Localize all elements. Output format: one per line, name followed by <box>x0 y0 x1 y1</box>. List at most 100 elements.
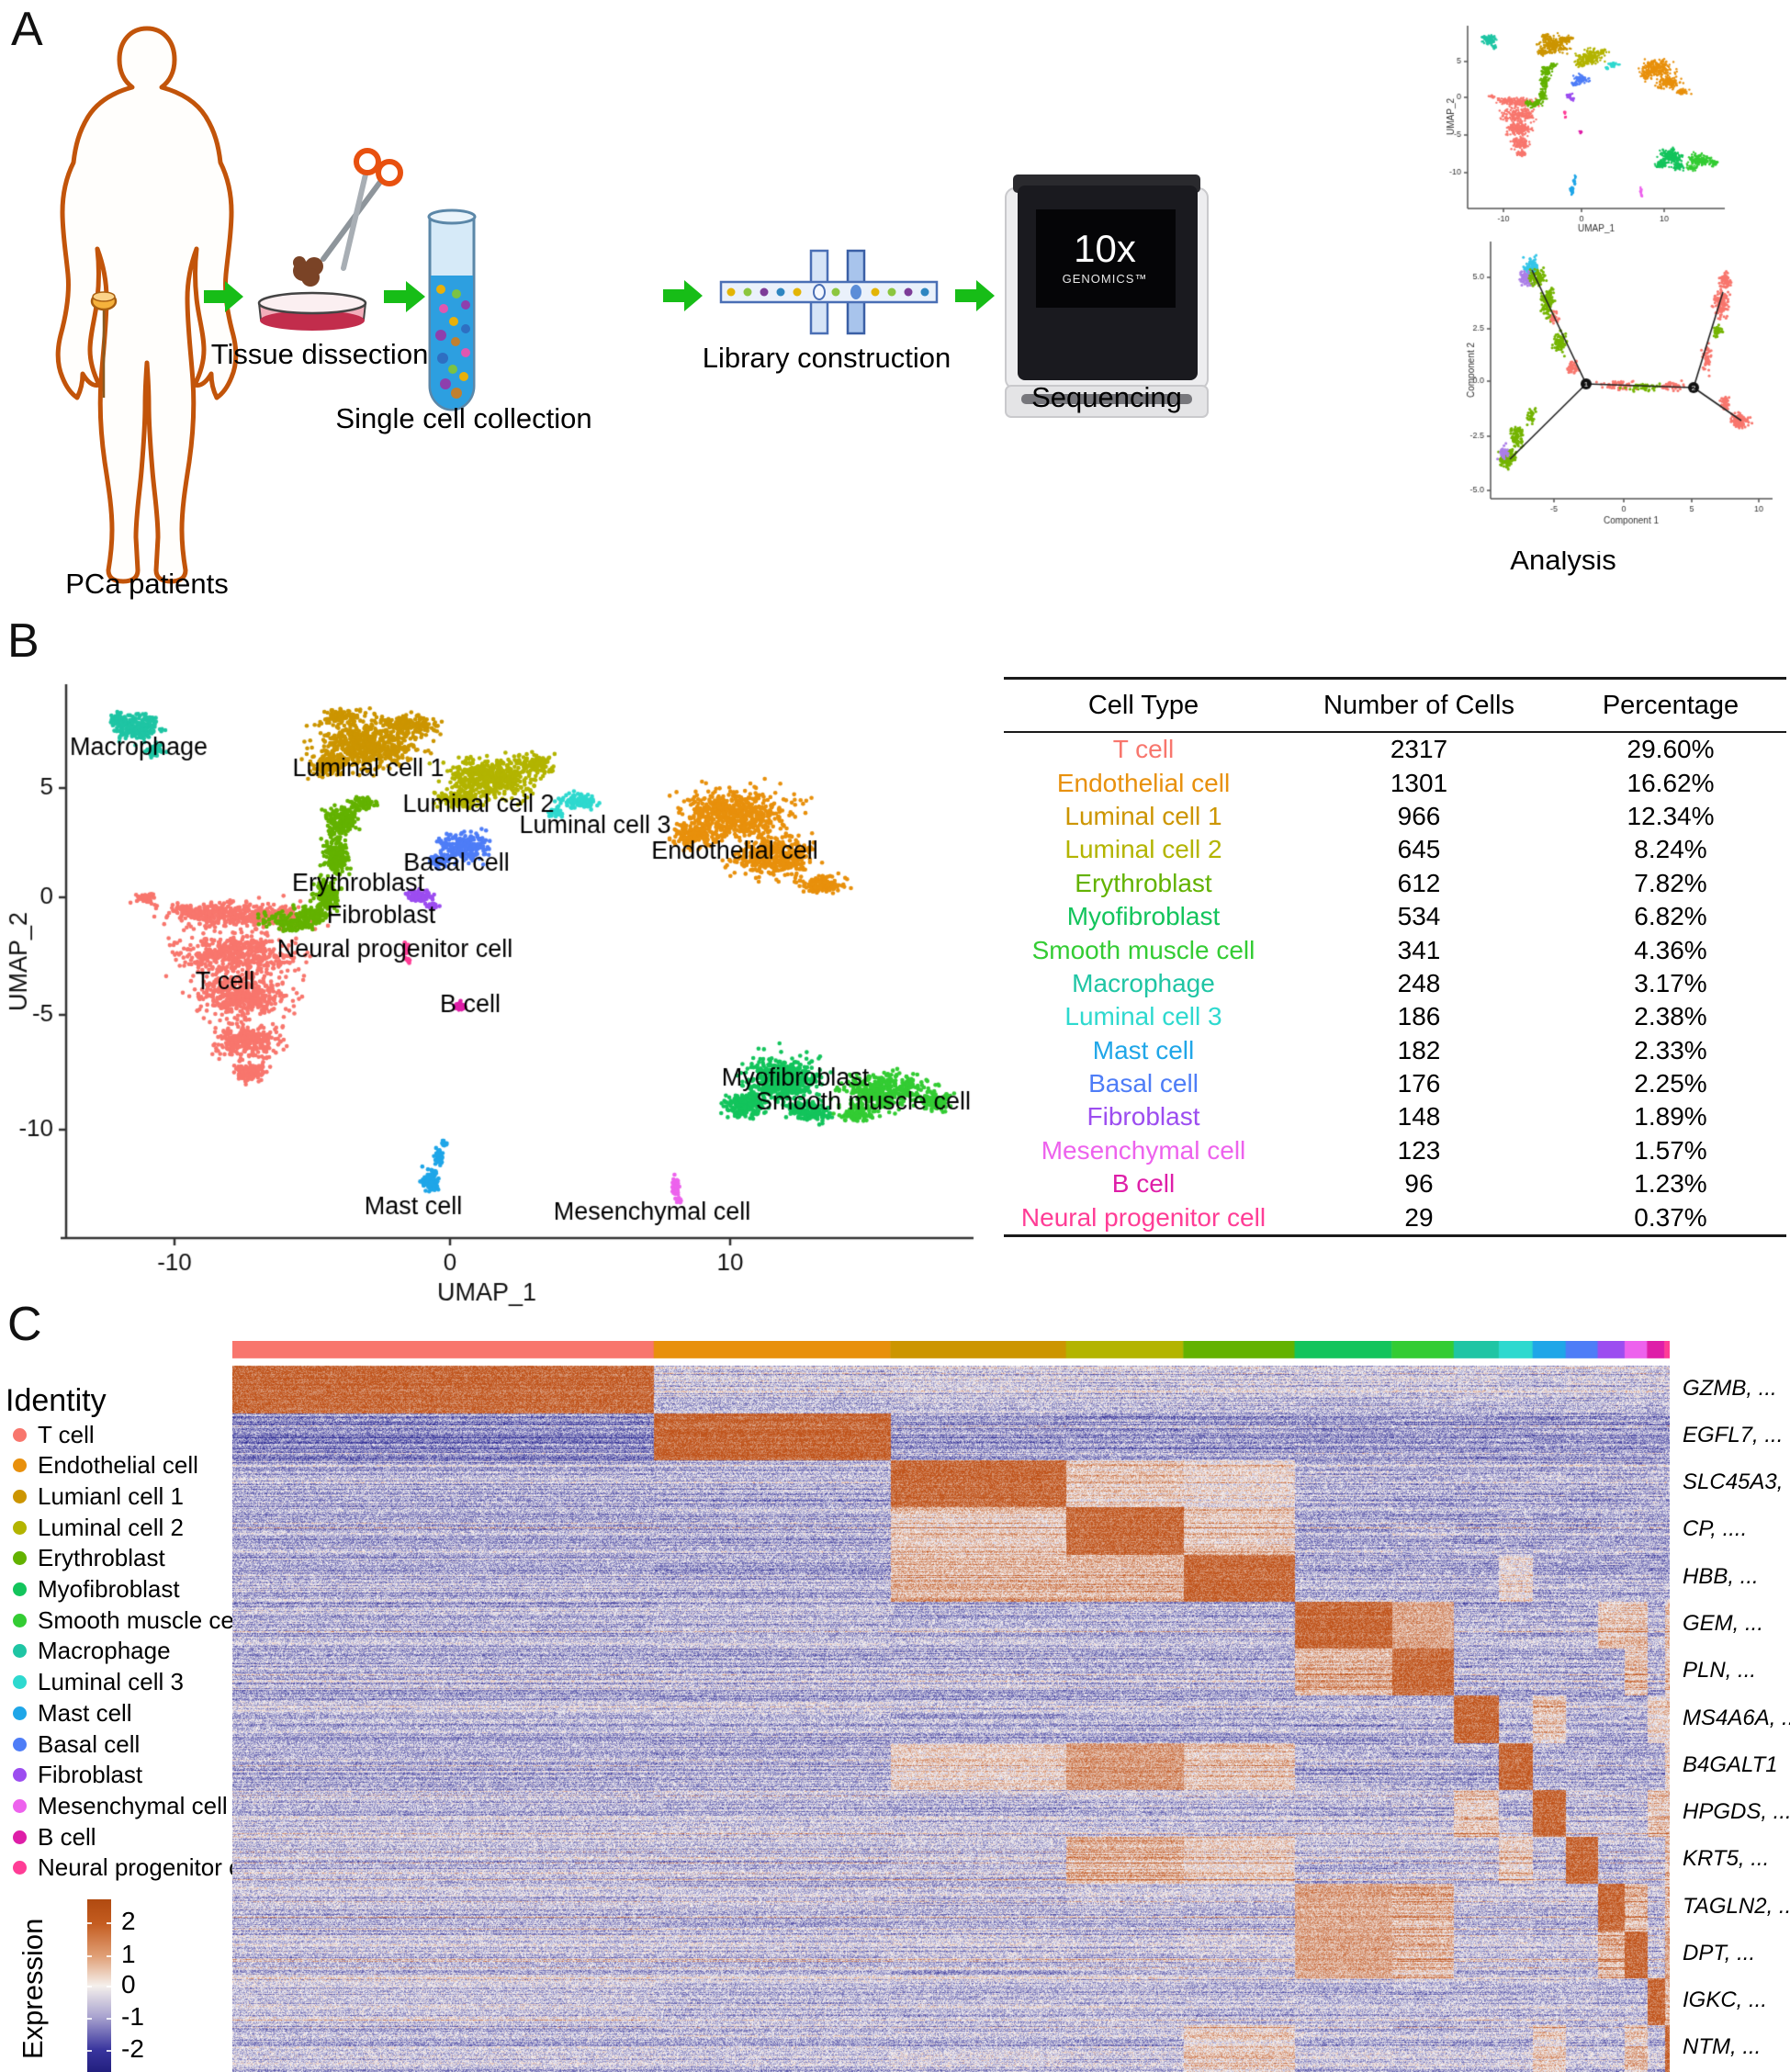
colorbar-tick-mark <box>107 1986 111 1988</box>
table-row: Smooth muscle cell 341 4.36% <box>1004 933 1786 966</box>
cell-type-name: Neural progenitor cell <box>1020 1202 1267 1232</box>
legend-item: Mesenchymal cell <box>13 1791 228 1820</box>
table-row: Macrophage 248 3.17% <box>1004 967 1786 1000</box>
legend-dot-icon <box>13 1675 27 1690</box>
cell-percentage: 6.82% <box>1634 902 1707 931</box>
table-row: Luminal cell 1 966 12.34% <box>1004 800 1786 833</box>
cell-type-name: Basal cell <box>1088 1069 1199 1098</box>
legend-dot-icon <box>13 1861 27 1875</box>
legend-label: T cell <box>38 1420 95 1448</box>
gene-label: TAGLN2, ... <box>1683 1893 1790 1919</box>
table-row: Endothelial cell 1301 16.62% <box>1004 766 1786 799</box>
cell-type-name: Mast cell <box>1092 1035 1195 1064</box>
gene-label: CP, .... <box>1683 1516 1748 1542</box>
legend-item: Neural progenitor cell <box>13 1853 265 1883</box>
legend-label: Luminal cell 2 <box>38 1513 184 1541</box>
colorbar-tick-mark <box>87 1986 92 1988</box>
legend-item: Mast cell <box>13 1698 132 1728</box>
legend-label: Erythroblast <box>38 1544 165 1572</box>
legend-dot-icon <box>13 1582 27 1596</box>
arrow-icon <box>204 281 243 312</box>
legend-label: Neural progenitor cell <box>38 1853 265 1882</box>
sequencer-brand-line1: 10x <box>1074 227 1136 270</box>
cell-count: 2317 <box>1390 735 1448 764</box>
identity-legend-title: Identity <box>6 1383 107 1418</box>
petri-dish-icon <box>257 291 367 331</box>
panel-c-label: C <box>7 1298 42 1351</box>
legend-item: Fibroblast <box>13 1761 142 1790</box>
colorbar-tick-mark <box>107 1922 111 1924</box>
cell-percentage: 29.60% <box>1627 735 1715 764</box>
cell-percentage: 16.62% <box>1627 768 1715 797</box>
sequencer-icon: 10x GENOMICS™ <box>1005 175 1209 418</box>
colorbar-tick-label: -1 <box>121 2002 144 2031</box>
legend-item: B cell <box>13 1822 96 1852</box>
table-row: Mast cell 182 2.33% <box>1004 1034 1786 1067</box>
legend-item: Smooth muscle cell <box>13 1605 244 1635</box>
legend-dot-icon <box>13 1768 27 1783</box>
cell-type-name: Erythroblast <box>1075 868 1212 897</box>
legend-dot-icon <box>13 1644 27 1659</box>
gene-label: EGFL7, ... <box>1683 1422 1784 1447</box>
legend-dot-icon <box>13 1737 27 1751</box>
sequencer-brand-line2: GENOMICS™ <box>1063 272 1148 286</box>
cell-count: 96 <box>1404 1169 1434 1199</box>
legend-dot-icon <box>13 1706 27 1720</box>
cell-percentage: 0.37% <box>1634 1202 1707 1232</box>
cell-type-name: Fibroblast <box>1086 1102 1200 1132</box>
human-body-icon <box>55 26 239 584</box>
cell-count: 534 <box>1397 902 1441 931</box>
analysis-plots-canvas <box>1313 0 1790 551</box>
cell-type-name: T cell <box>1112 735 1175 764</box>
cell-type-name: Mesenchymal cell <box>1041 1135 1246 1165</box>
table-row: Neural progenitor cell 29 0.37% <box>1004 1200 1786 1233</box>
legend-dot-icon <box>13 1458 27 1473</box>
legend-label: Mast cell <box>38 1698 132 1727</box>
tissue-sample-icon <box>293 256 323 287</box>
legend-dot-icon <box>13 1551 27 1566</box>
colorbar-tick-mark <box>87 2050 92 2052</box>
table-row: Fibroblast 148 1.89% <box>1004 1100 1786 1133</box>
legend-item: Macrophage <box>13 1637 171 1666</box>
legend-label: Smooth muscle cell <box>38 1605 245 1634</box>
colorbar-tick-mark <box>87 2018 92 2020</box>
table-row: Erythroblast 612 7.82% <box>1004 867 1786 900</box>
legend-item: Basal cell <box>13 1729 140 1759</box>
legend-item: T cell <box>13 1420 95 1449</box>
cell-percentage: 8.24% <box>1634 835 1707 864</box>
table-row: Luminal cell 3 186 2.38% <box>1004 1000 1786 1033</box>
cell-percentage: 2.25% <box>1634 1069 1707 1098</box>
cell-count: 341 <box>1397 935 1441 964</box>
cells-in-tube <box>435 285 470 399</box>
col-number-of-cells: Number of Cells <box>1323 690 1514 720</box>
legend-item: Endothelial cell <box>13 1451 198 1481</box>
cell-type-name: Endothelial cell <box>1056 768 1231 797</box>
cell-type-table: Cell Type Number of Cells Percentage T c… <box>1004 677 1786 1237</box>
cell-type-name: Luminal cell 3 <box>1064 1002 1222 1031</box>
cell-count: 176 <box>1397 1069 1441 1098</box>
panel-b-label: B <box>7 614 39 668</box>
step-library-construction-label: Library construction <box>702 342 951 374</box>
cell-percentage: 1.23% <box>1634 1169 1707 1199</box>
gene-label: DPT, ... <box>1683 1940 1756 1965</box>
table-header-row: Cell Type Number of Cells Percentage <box>1004 680 1786 733</box>
legend-label: Fibroblast <box>38 1761 143 1789</box>
arrow-icon <box>955 280 995 311</box>
legend-label: Myofibroblast <box>38 1575 180 1603</box>
legend-dot-icon <box>13 1489 27 1503</box>
cell-count: 1301 <box>1390 768 1448 797</box>
cell-type-name: Myofibroblast <box>1066 902 1221 931</box>
legend-label: Endothelial cell <box>38 1451 198 1480</box>
arrow-icon <box>384 281 425 312</box>
cell-type-name: Macrophage <box>1072 968 1215 997</box>
cell-count: 186 <box>1397 1002 1441 1031</box>
workflow-graphics: 10x GENOMICS™ <box>55 26 1425 584</box>
gene-label: PLN, ... <box>1683 1658 1757 1684</box>
cell-percentage: 7.82% <box>1634 868 1707 897</box>
table-row: Luminal cell 2 645 8.24% <box>1004 833 1786 866</box>
colorbar-tick-label: 2 <box>121 1907 136 1935</box>
cell-count: 966 <box>1397 801 1441 830</box>
cell-count: 123 <box>1397 1135 1441 1165</box>
gene-label: B4GALT1 <box>1683 1751 1778 1777</box>
gene-label: GZMB, ... <box>1683 1375 1777 1401</box>
